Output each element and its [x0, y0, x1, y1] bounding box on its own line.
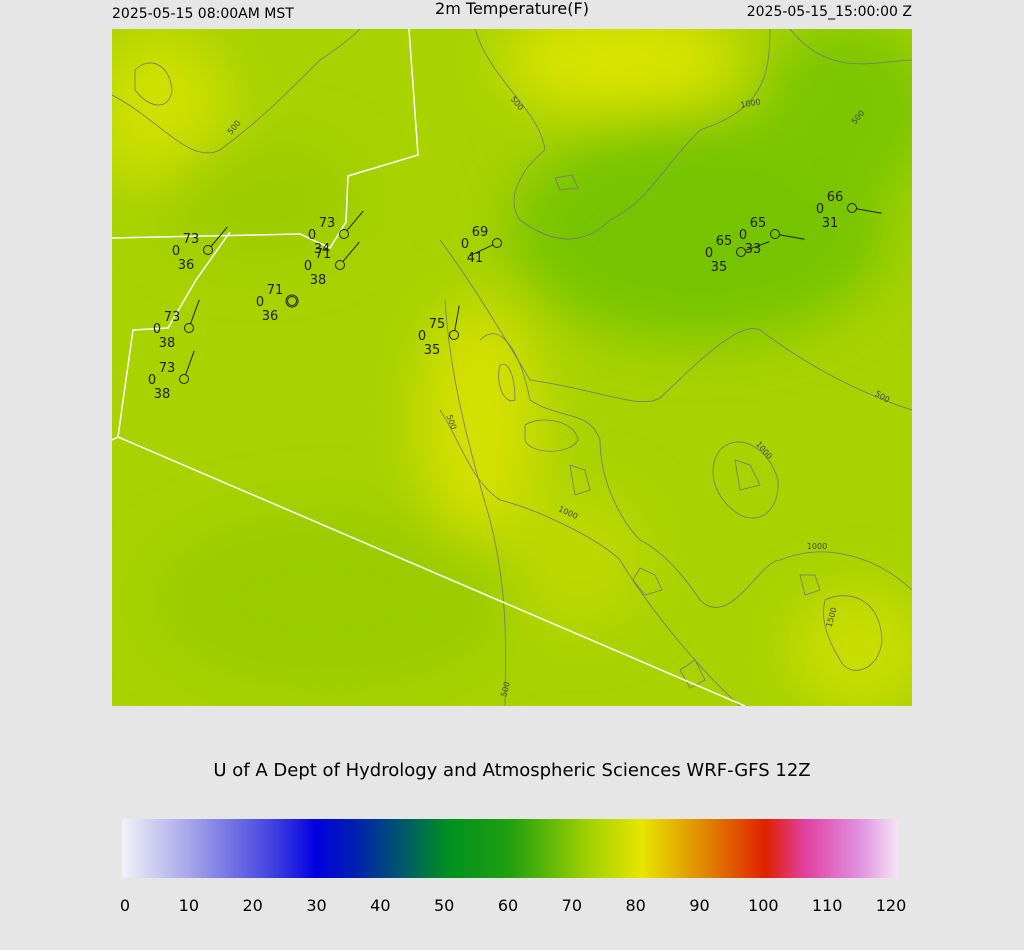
wind: 0 [308, 228, 316, 243]
contour-label: 1000 [807, 542, 827, 551]
colorbar-tick-label: 30 [306, 896, 326, 915]
dewpoint: 36 [178, 258, 195, 273]
temperature: 73 [159, 361, 176, 376]
dewpoint: 38 [310, 273, 327, 288]
wind-barb [745, 241, 770, 251]
wind: 0 [148, 373, 156, 388]
colorbar-tick-label: 70 [562, 896, 582, 915]
wind-barb [469, 244, 494, 257]
wind-barb [210, 226, 228, 247]
wind-barb [342, 241, 360, 262]
wind: 0 [705, 246, 713, 261]
wind-barb [779, 234, 805, 240]
temperature: 73 [164, 310, 181, 325]
station-marker [449, 330, 459, 340]
temperature: 73 [319, 216, 336, 231]
colorbar-tick-label: 90 [689, 896, 709, 915]
valid-local: 2025-05-15 08:00AM MST [112, 6, 294, 22]
contours [112, 29, 912, 706]
wind-barb [190, 299, 200, 324]
valid-utc: 2025-05-15_15:00:00 Z [747, 4, 912, 20]
wind: 0 [256, 295, 264, 310]
dewpoint: 34 [314, 242, 331, 257]
station-marker [736, 247, 746, 257]
dewpoint: 31 [822, 216, 839, 231]
temperature: 66 [827, 190, 844, 205]
colorbar-tick-label: 60 [498, 896, 518, 915]
temperature-field [112, 29, 912, 706]
wind: 0 [153, 322, 161, 337]
title: 2m Temperature(F) [435, 0, 589, 18]
wind: 0 [816, 202, 824, 217]
colorbar-tick-label: 80 [625, 896, 645, 915]
wind: 0 [418, 329, 426, 344]
colorbar-tick-label: 40 [370, 896, 390, 915]
station-marker [335, 260, 345, 270]
wind: 0 [304, 259, 312, 274]
colorbar-tick-label: 110 [812, 896, 843, 915]
wind-barb [185, 350, 195, 375]
station-marker [184, 323, 194, 333]
wind-barb [346, 210, 364, 231]
borders [112, 29, 746, 706]
station-marker [203, 245, 213, 255]
wind: 0 [172, 244, 180, 259]
station-marker [287, 296, 297, 306]
contour-label: 1000 [740, 97, 762, 109]
dewpoint: 35 [424, 343, 441, 358]
colorbar-tick-label: 0 [120, 896, 130, 915]
temperature: 65 [750, 216, 767, 231]
colorbar-tick-label: 120 [876, 896, 907, 915]
station-marker [770, 229, 780, 239]
dewpoint: 38 [159, 336, 176, 351]
temperature: 71 [315, 247, 332, 262]
wind: 0 [739, 228, 747, 243]
dewpoint: 35 [711, 260, 728, 275]
station-marker [179, 374, 189, 384]
wind-barb [454, 305, 460, 331]
contour-label: 500 [499, 681, 512, 698]
temperature: 73 [183, 232, 200, 247]
station-marker [847, 203, 857, 213]
station-marker [339, 229, 349, 239]
colorbar-tick-label: 20 [242, 896, 262, 915]
wind: 0 [461, 237, 469, 252]
temperature: 69 [472, 225, 489, 240]
calm-ring [285, 294, 299, 308]
temperature: 75 [429, 317, 446, 332]
colorbar-tick-label: 10 [179, 896, 199, 915]
dewpoint: 33 [745, 242, 762, 257]
colorbar-tick-label: 50 [434, 896, 454, 915]
credit: U of A Dept of Hydrology and Atmospheric… [213, 760, 810, 781]
wind-barb [856, 208, 882, 214]
colorbar [122, 819, 898, 878]
dewpoint: 41 [467, 251, 484, 266]
station-marker [492, 238, 502, 248]
dewpoint: 36 [262, 309, 279, 324]
colorbar-tick-label: 100 [748, 896, 779, 915]
dewpoint: 38 [154, 387, 171, 402]
temperature: 71 [267, 283, 284, 298]
temperature: 65 [716, 234, 733, 249]
